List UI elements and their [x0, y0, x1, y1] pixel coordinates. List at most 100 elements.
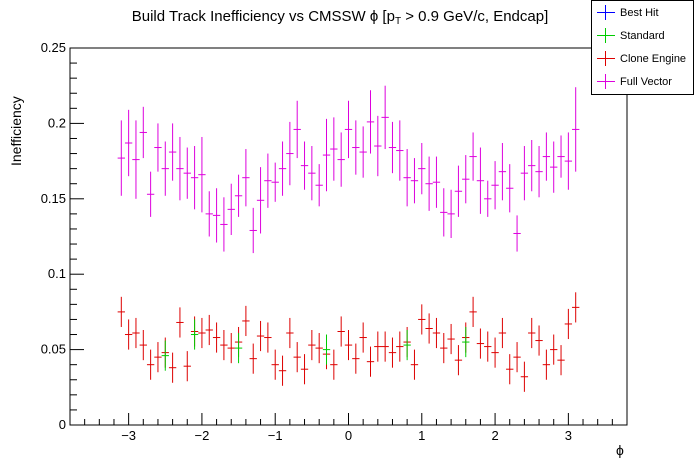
data-point — [146, 349, 155, 380]
data-point — [484, 180, 492, 217]
data-point — [271, 349, 279, 380]
data-point — [234, 174, 243, 217]
data-point — [198, 136, 206, 213]
data-point — [176, 307, 184, 338]
data-point — [205, 191, 213, 237]
data-point — [476, 147, 485, 214]
y-tick-label: 0.05 — [41, 342, 66, 357]
data-point — [447, 323, 455, 355]
data-point — [454, 165, 463, 217]
data-point — [550, 141, 558, 193]
data-point — [271, 162, 279, 202]
data-point — [183, 351, 191, 382]
series-full-vector — [117, 85, 580, 254]
data-point — [403, 149, 411, 207]
data-point — [432, 156, 441, 208]
data-point — [542, 132, 551, 181]
data-point — [513, 342, 521, 373]
data-point — [300, 354, 309, 385]
data-point — [308, 146, 316, 201]
data-point — [227, 183, 235, 235]
data-point — [337, 132, 345, 187]
data-point — [344, 329, 353, 361]
data-point — [564, 308, 573, 340]
data-point — [322, 118, 331, 192]
data-point — [242, 149, 250, 207]
data-point — [440, 188, 448, 237]
data-point — [286, 121, 294, 186]
data-point — [359, 126, 367, 178]
data-point — [557, 345, 565, 376]
chart-title-tail: > 0.9 GeV/c, Endcap] — [401, 8, 549, 25]
data-point — [498, 143, 507, 201]
data-point — [249, 207, 257, 254]
data-point — [410, 349, 419, 380]
data-point — [396, 120, 404, 181]
data-point — [469, 132, 477, 181]
data-point — [139, 106, 147, 159]
legend-item-standard: Standard — [592, 24, 693, 47]
series-standard — [161, 319, 470, 371]
x-tick-label: −2 — [195, 428, 210, 443]
data-point — [352, 120, 360, 175]
data-point — [249, 343, 257, 374]
data-point — [315, 164, 323, 207]
data-point — [352, 343, 360, 374]
data-point — [124, 319, 133, 350]
data-point — [190, 146, 199, 210]
data-point — [462, 326, 470, 358]
chart-title-subscript: T — [394, 16, 402, 27]
data-point — [403, 329, 411, 361]
data-point — [132, 120, 140, 199]
data-point — [300, 141, 309, 190]
data-point — [286, 317, 294, 349]
data-point — [315, 333, 323, 364]
data-point — [535, 325, 543, 356]
legend: Best Hit Standard Clone Engine Full Vect… — [591, 0, 694, 95]
x-axis-label: ϕ — [616, 442, 624, 458]
data-point — [572, 87, 580, 172]
data-point — [542, 349, 551, 380]
data-point — [506, 164, 514, 213]
data-point — [337, 316, 345, 347]
data-point — [168, 123, 177, 181]
x-tick-label: −1 — [268, 428, 283, 443]
data-point — [476, 328, 485, 359]
data-point — [330, 117, 338, 181]
data-point — [440, 333, 448, 364]
legend-swatch-best-hit — [592, 1, 620, 24]
data-point — [278, 355, 287, 386]
data-point — [396, 331, 404, 362]
chart-title-main: Build Track Inefficiency vs CMSSW — [131, 8, 370, 25]
data-point — [506, 354, 514, 385]
legend-item-best-hit: Best Hit — [592, 1, 693, 24]
x-tick-label: 0 — [345, 428, 352, 443]
data-point — [212, 188, 221, 243]
chart-title: Build Track Inefficiency vs CMSSW ϕ [pT … — [80, 8, 600, 27]
data-point — [190, 319, 199, 350]
data-point — [256, 320, 265, 352]
data-point — [513, 215, 521, 252]
data-point — [366, 346, 375, 377]
data-point — [454, 345, 463, 376]
legend-swatch-full-vector — [592, 70, 620, 93]
data-point — [330, 349, 338, 380]
data-point — [212, 322, 221, 353]
data-point — [168, 352, 177, 383]
data-point — [388, 121, 397, 174]
data-point — [528, 139, 536, 192]
data-point — [491, 337, 499, 368]
data-point — [528, 317, 536, 349]
data-point — [264, 322, 272, 353]
data-point — [381, 331, 389, 362]
data-point — [469, 296, 477, 327]
data-series — [117, 85, 580, 392]
data-point — [366, 90, 375, 154]
legend-label-full-vector: Full Vector — [620, 75, 672, 88]
y-axis-label: Inefficiency — [8, 96, 24, 166]
y-tick-label: 0.1 — [48, 266, 66, 281]
legend-label-best-hit: Best Hit — [620, 6, 659, 19]
data-point — [220, 197, 228, 252]
data-point — [359, 322, 367, 353]
data-point — [278, 141, 287, 196]
